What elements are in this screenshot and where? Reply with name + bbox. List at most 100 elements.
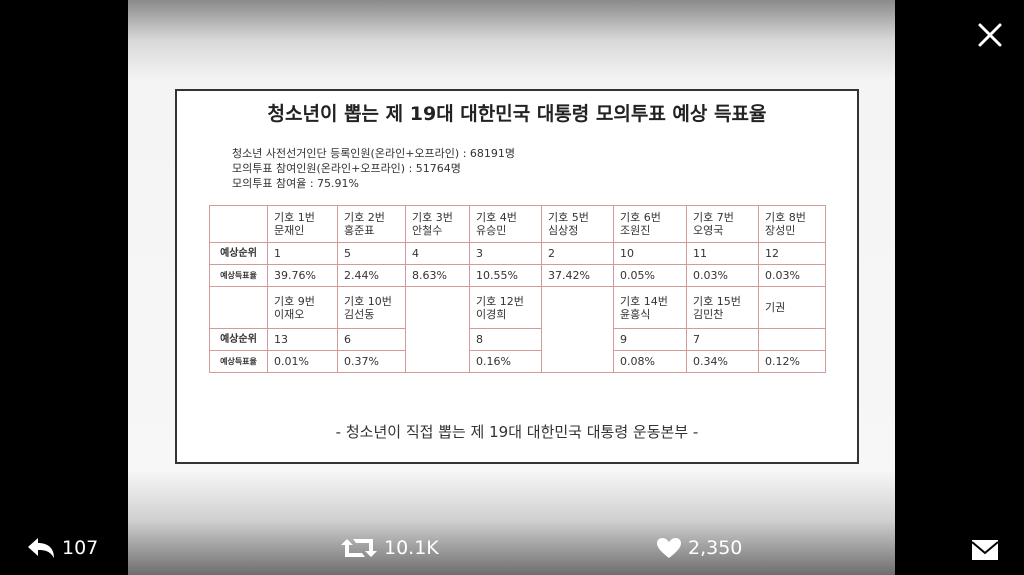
row-label: 예상득표율 [209, 264, 268, 287]
rank-cell: 3 [469, 242, 542, 265]
table-cell [209, 205, 268, 243]
candidate-cell: 기호 2번 홍준표 [337, 205, 406, 243]
rate-cell: 0.12% [758, 350, 826, 373]
candidate-name: 기권 [765, 301, 786, 314]
table-row: 예상순위 13 6 8 9 7 [209, 328, 826, 351]
candidate-cell: 기호 5번 심상정 [541, 205, 614, 243]
retweet-icon [341, 539, 377, 557]
candidate-number: 기호 7번 [693, 211, 734, 224]
rate-cell: 37.42% [541, 264, 614, 287]
rank-cell: 5 [337, 242, 406, 265]
candidate-number: 기호 8번 [765, 211, 806, 224]
candidate-number: 기호 2번 [344, 211, 385, 224]
rank-cell: 13 [267, 328, 338, 351]
candidate-cell: 기호 4번 유승민 [469, 205, 542, 243]
rate-cell: 0.37% [337, 350, 406, 373]
info-line: 모의투표 참여인원(온라인+오프라인) : 51764명 [232, 162, 461, 175]
rank-cell: 10 [613, 242, 687, 265]
candidate-number: 기호 9번 [274, 294, 315, 308]
rank-cell: 1 [267, 242, 338, 265]
candidate-cell: 기호 12번 이경희 [469, 286, 542, 329]
rate-cell: 2.44% [337, 264, 406, 287]
candidate-name: 이경희 [476, 307, 507, 321]
table-row: 예상순위 1 5 4 3 2 10 11 12 [209, 242, 826, 265]
rank-cell: 8 [469, 328, 542, 351]
rate-cell: 0.03% [758, 264, 826, 287]
candidate-cell: 기호 15번 김민찬 [686, 286, 759, 329]
like-button[interactable]: 2,350 [656, 537, 742, 559]
candidate-number: 기호 3번 [412, 211, 453, 224]
candidate-cell: 기호 7번 오영국 [686, 205, 759, 243]
message-button[interactable] [971, 539, 999, 561]
info: 청소년 사전선거인단 등록인원(온라인+오프라인) : 68191명 모의투표 … [232, 146, 515, 191]
poster-title: 청소년이 뽑는 제 19대 대한민국 대통령 모의투표 예상 득표율 [267, 103, 767, 125]
candidate-cell: 기호 1번 문재인 [267, 205, 338, 243]
like-count: 2,350 [688, 537, 743, 559]
rate-cell: 8.63% [405, 264, 470, 287]
rate-cell: 0.08% [613, 350, 687, 373]
candidate-number: 기호 6번 [620, 211, 661, 224]
candidate-name: 김선동 [344, 307, 375, 321]
candidate-cell: 기호 14번 윤홍식 [613, 286, 687, 329]
rank-cell: 7 [686, 328, 759, 351]
info-line: 청소년 사전선거인단 등록인원(온라인+오프라인) : 68191명 [232, 147, 516, 160]
row-label: 예상득표율 [209, 350, 268, 373]
info-line: 모의투표 참여율 : 75.91% [232, 177, 359, 190]
rank-cell: 11 [686, 242, 759, 265]
retweet-button[interactable]: 10.1K [340, 537, 439, 559]
rate-cell: 0.03% [686, 264, 759, 287]
candidate-cell: 기호 9번 이재오 [267, 286, 338, 329]
candidate-cell: 기호 6번 조원진 [613, 205, 687, 243]
candidate-name: 안철수 [412, 224, 443, 237]
candidate-cell: 기호 3번 안철수 [405, 205, 470, 243]
rank-cell: 9 [613, 328, 687, 351]
candidate-name: 심상정 [548, 224, 579, 237]
row-label: 예상순위 [209, 328, 268, 351]
table-cell [758, 328, 826, 351]
candidate-name: 윤홍식 [620, 307, 651, 321]
reply-count: 107 [62, 537, 99, 559]
candidate-number: 기호 10번 [344, 294, 392, 308]
rank-cell: 4 [405, 242, 470, 265]
rank-cell: 2 [541, 242, 614, 265]
results-table: 기호 1번 문재인 기호 2번 홍준표 기호 3번 안철수 기호 4번 유승민 기호 5번 심상정… [209, 205, 826, 373]
candidate-name: 이재오 [274, 307, 305, 321]
rate-cell: 0.34% [686, 350, 759, 373]
table-row: 기호 1번 문재인 기호 2번 홍준표 기호 3번 안철수 기호 4번 유승민 기호 5번 심상정… [209, 205, 826, 243]
candidate-cell: 기호 8번 장성민 [758, 205, 826, 243]
candidate-name: 조원진 [620, 224, 651, 237]
rate-cell: 0.01% [267, 350, 338, 373]
candidate-number: 기호 5번 [548, 211, 589, 224]
rate-cell: 0.05% [613, 264, 687, 287]
photo: 청소년이 뽑는 제 19대 대한민국 대통령 모의투표 예상 득표율 청소년 사… [128, 0, 895, 575]
table-cell [209, 286, 268, 329]
poster-footer: - 청소년이 직접 뽑는 제 19대 대한민국 대통령 운동본부 - [335, 423, 699, 441]
candidate-number: 기호 15번 [693, 294, 741, 308]
rank-cell: 12 [758, 242, 826, 265]
candidate-name: 오영국 [693, 224, 724, 237]
rate-cell: 0.16% [469, 350, 542, 373]
candidate-name: 장성민 [765, 224, 796, 237]
candidate-number: 기호 4번 [476, 211, 517, 224]
candidate-name: 홍준표 [344, 224, 375, 237]
candidate-number: 기호 14번 [620, 294, 668, 308]
candidate-name: 유승민 [476, 224, 507, 237]
reply-icon [28, 538, 54, 558]
candidate-cell: 기호 10번 김선동 [337, 286, 406, 329]
table-row: 예상득표율 0.01% 0.37% 0.16% 0.08% 0.34% 0.12% [209, 350, 826, 373]
reply-button[interactable]: 107 [26, 537, 98, 559]
rank-cell: 6 [337, 328, 406, 351]
rate-cell: 10.55% [469, 264, 542, 287]
candidate-number: 기호 1번 [274, 211, 315, 224]
table-cell [405, 286, 470, 373]
table-row: 기호 9번 이재오 기호 10번 김선동 기호 12번 이경희 기호 14번 윤홍식 기호 15… [209, 286, 826, 373]
poster: 청소년이 뽑는 제 19대 대한민국 대통령 모의투표 예상 득표율 청소년 사… [175, 89, 859, 464]
candidate-number: 기호 12번 [476, 294, 524, 308]
retweet-count: 10.1K [384, 537, 439, 559]
candidate-name: 문재인 [274, 224, 305, 237]
candidate-name: 김민찬 [693, 307, 724, 321]
row-label: 예상순위 [209, 242, 268, 265]
table-row: 예상득표율 39.76% 2.44% 8.63% 10.55% 37.42% 0.05% 0.… [209, 264, 826, 287]
close-button[interactable] [977, 22, 1003, 48]
